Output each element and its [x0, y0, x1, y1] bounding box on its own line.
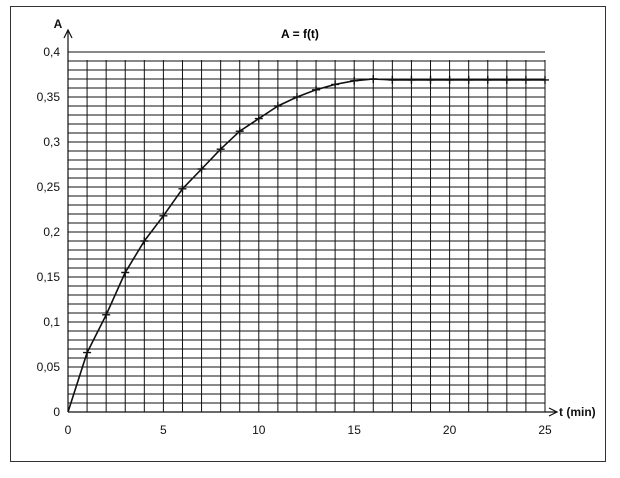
data-point-marker — [483, 75, 492, 84]
y-tick-label: 0,25 — [37, 180, 61, 194]
data-point-marker — [178, 184, 187, 193]
data-point-marker — [464, 75, 473, 84]
data-point-marker — [102, 310, 111, 319]
data-point-marker — [216, 145, 225, 154]
y-tick-label: 0,35 — [37, 90, 61, 104]
data-point-marker — [369, 75, 378, 83]
y-tick-label: 0,15 — [37, 270, 61, 284]
data-point-marker — [273, 102, 282, 110]
x-tick-label: 0 — [65, 423, 72, 437]
series-line — [67, 78, 545, 413]
data-point-marker — [83, 348, 92, 357]
data-point-marker — [121, 268, 130, 277]
grid-lines — [68, 51, 546, 412]
data-point-marker — [235, 127, 244, 136]
data-point-marker — [541, 75, 549, 84]
data-point-marker — [426, 75, 435, 84]
y-tick-label: 0,05 — [37, 360, 61, 374]
data-point-marker — [140, 237, 149, 245]
x-tick-label: 15 — [348, 423, 362, 437]
x-tick-label: 5 — [160, 423, 167, 437]
data-point-marker — [502, 75, 511, 84]
y-tick-label: 0,4 — [43, 45, 60, 59]
tick-labels: 0 5 10 15 20 25 0 0,05 0,1 0,15 0,2 0,25 0,3 0,35 0,4 — [37, 45, 552, 437]
y-axis-arrow — [63, 28, 73, 39]
data-point-marker — [197, 165, 206, 173]
data-point-marker — [521, 75, 530, 84]
chart-title: A = f(t) — [281, 27, 319, 41]
data-point-marker — [388, 75, 397, 84]
y-tick-label: 0,3 — [43, 135, 60, 149]
y-tick-label: 0,1 — [43, 315, 60, 329]
data-point-marker — [350, 76, 359, 85]
x-tick-label: 25 — [538, 423, 552, 437]
data-markers — [83, 75, 549, 357]
y-tick-label: 0 — [53, 405, 60, 419]
x-axis-arrow — [548, 407, 559, 417]
data-point-marker — [331, 80, 340, 89]
data-point-marker — [292, 93, 301, 101]
x-axis-label: t (min) — [559, 405, 596, 419]
axes — [63, 28, 559, 417]
data-point-marker — [159, 211, 168, 220]
data-point-marker — [254, 114, 263, 123]
x-tick-label: 10 — [252, 423, 266, 437]
data-series — [67, 78, 545, 413]
data-point-marker — [312, 85, 321, 94]
data-point-marker — [445, 75, 454, 84]
y-axis-label: A — [54, 17, 63, 31]
y-tick-label: 0,2 — [43, 225, 60, 239]
x-tick-label: 20 — [443, 423, 457, 437]
data-point-marker — [407, 75, 416, 84]
